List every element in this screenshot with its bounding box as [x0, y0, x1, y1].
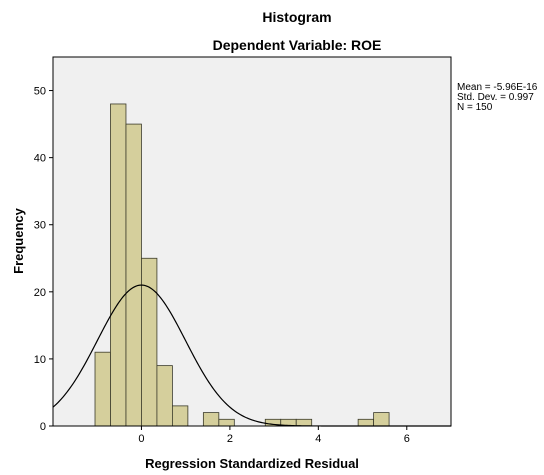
histogram-bar	[110, 103, 127, 427]
x-axis-label: Regression Standardized Residual	[145, 456, 359, 471]
histogram-bar	[373, 412, 390, 427]
y-tick-label: 20	[34, 287, 46, 299]
histogram-bar	[156, 365, 173, 427]
histogram-bars	[94, 103, 390, 427]
histogram-bar	[202, 412, 220, 427]
chart-title: Histogram	[262, 9, 331, 25]
histogram-bar	[141, 257, 158, 427]
y-tick-label: 30	[34, 220, 46, 232]
x-tick-label: 0	[138, 433, 144, 445]
y-tick-label: 0	[40, 421, 46, 433]
histogram-bar	[171, 405, 189, 427]
stats-mean: Mean = -5.96E-16	[457, 82, 538, 93]
x-tick-label: 4	[315, 433, 321, 445]
stats-n: N = 150	[457, 102, 493, 113]
histogram-bar	[94, 351, 111, 427]
histogram-bar	[357, 418, 375, 427]
x-tick-label: 6	[404, 433, 410, 445]
y-tick-label: 10	[34, 354, 46, 366]
y-tick-label: 50	[34, 86, 46, 98]
y-tick-label: 40	[34, 153, 46, 165]
y-axis-label: Frequency	[11, 207, 26, 274]
histogram-bar	[125, 123, 142, 427]
chart-subtitle: Dependent Variable: ROE	[213, 37, 382, 53]
x-tick-label: 2	[227, 433, 233, 445]
histogram-bar	[218, 418, 235, 427]
x-axis: 0 2 4 6	[138, 426, 410, 445]
y-axis: 0 10 20 30 40 50	[34, 86, 53, 433]
stats-std-dev: Std. Dev. = 0.997	[457, 92, 534, 103]
plot-frame	[52, 56, 452, 427]
histogram-bar	[295, 418, 313, 427]
